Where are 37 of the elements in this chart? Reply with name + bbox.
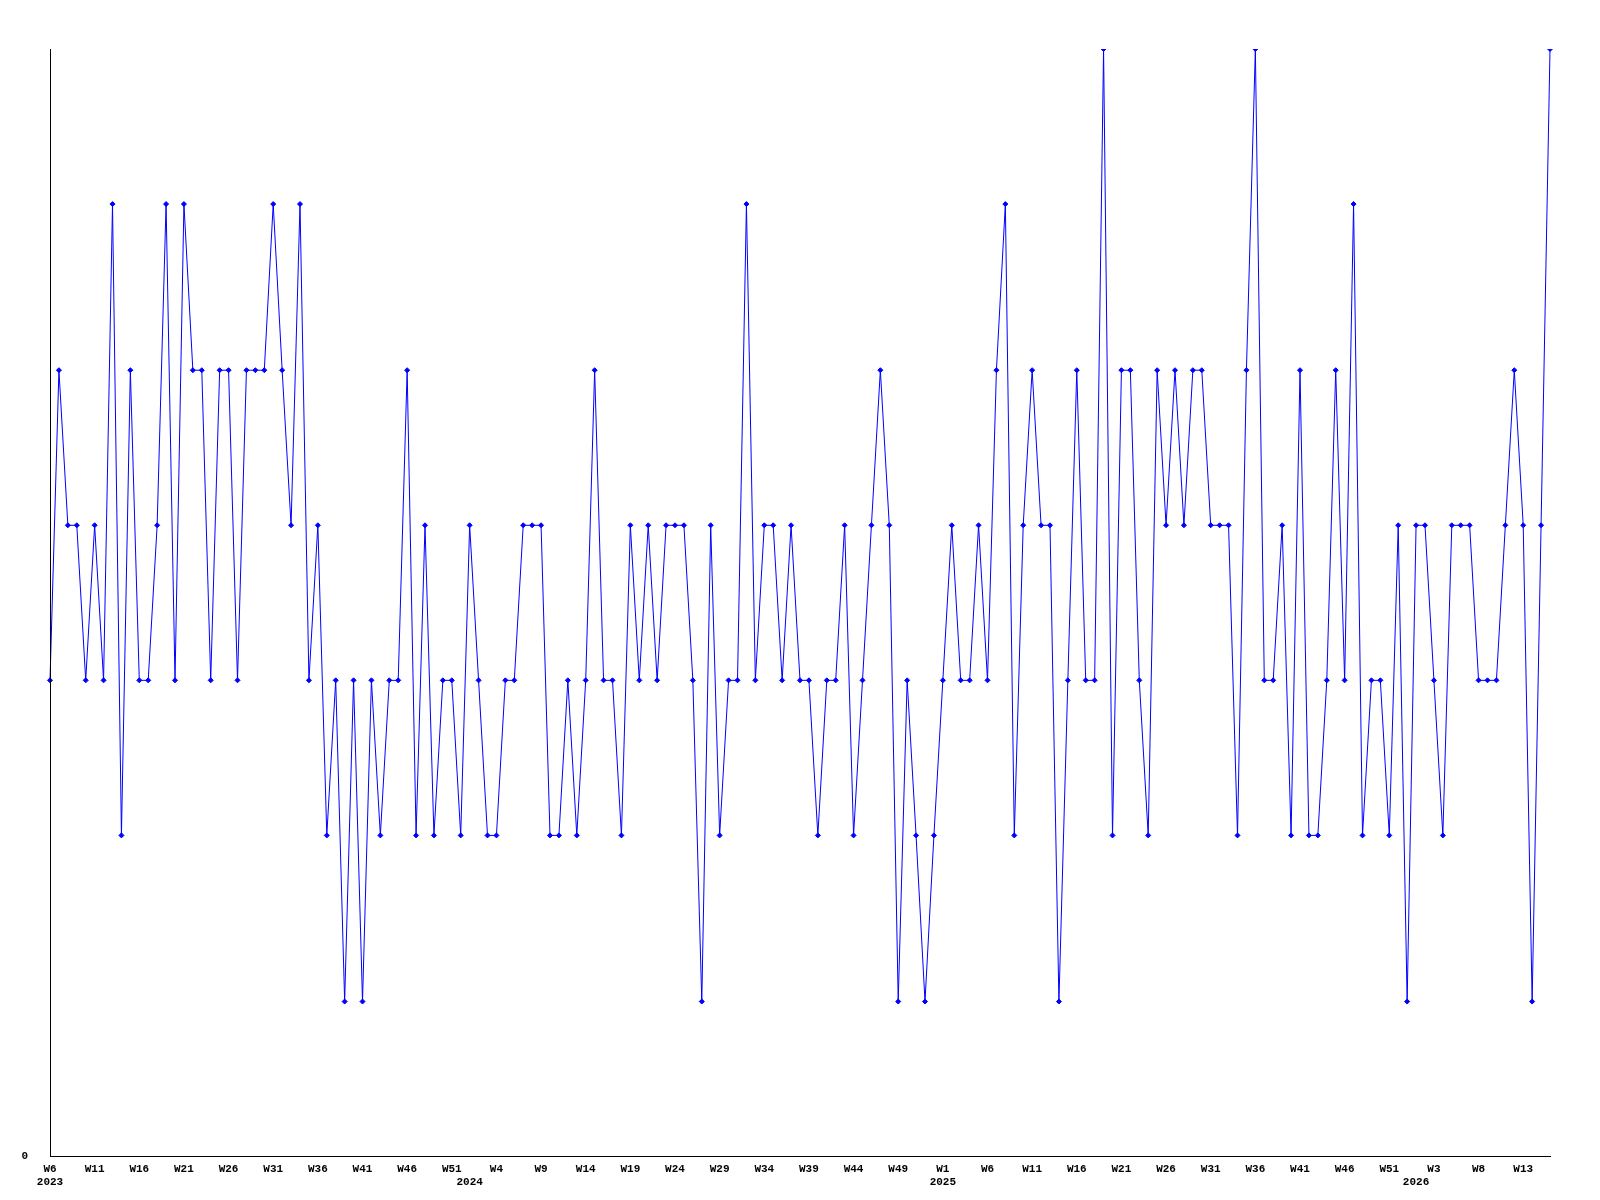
x-tick-label: W46 bbox=[397, 1162, 418, 1175]
x-tick-label: W26 bbox=[1156, 1162, 1176, 1175]
x-tick-label: 2026 bbox=[1402, 1176, 1430, 1189]
x-tick-label: W13 bbox=[1513, 1162, 1534, 1175]
x-tick-label: W14 bbox=[575, 1162, 597, 1175]
x-tick-label: W41 bbox=[352, 1162, 373, 1175]
x-tick-label: W1 2025 bbox=[929, 1162, 957, 1189]
text: 0 bbox=[21, 1150, 28, 1163]
x-tick-label: W16 bbox=[1066, 1162, 1087, 1175]
x-tick-label: W51 bbox=[1379, 1162, 1400, 1175]
x-tick-label: W31 bbox=[1200, 1162, 1222, 1175]
x-tick-label: W11 bbox=[84, 1162, 105, 1175]
x-tick-label: W36 bbox=[307, 1162, 328, 1175]
x-tick-label: W6 bbox=[980, 1162, 995, 1175]
x-tick-label: W36 bbox=[1245, 1162, 1266, 1175]
x-tick-label: W34 bbox=[754, 1162, 775, 1175]
x-tick-label: W24 bbox=[665, 1162, 686, 1175]
x-tick-label: W46 bbox=[1334, 1162, 1355, 1175]
x-tick-label: W39 bbox=[799, 1162, 819, 1175]
x-tick-label: W29 bbox=[709, 1162, 730, 1175]
x-tick-label: W31 bbox=[263, 1162, 284, 1175]
x-tick-label: W3 bbox=[1427, 1162, 1441, 1175]
x-tick-label: W19 bbox=[620, 1162, 641, 1175]
x-tick-label: W41 bbox=[1290, 1162, 1311, 1175]
x-tick-label: W9 bbox=[534, 1162, 548, 1175]
x-tick-label: W44 bbox=[843, 1162, 864, 1175]
x-tick-label: W6 2023 bbox=[36, 1162, 64, 1189]
x-tick-label: W11 bbox=[1022, 1162, 1043, 1175]
x-tick-label: W49 bbox=[888, 1162, 909, 1175]
x-tick-label: W26 bbox=[218, 1162, 239, 1175]
x-tick-label: W51 bbox=[441, 1162, 463, 1175]
x-tick-label: W4 bbox=[489, 1162, 504, 1175]
x-tick-label: W8 bbox=[1471, 1162, 1486, 1175]
x-tick-label: W21 bbox=[1111, 1162, 1132, 1175]
x-tick-label: W16 bbox=[129, 1162, 150, 1175]
x-tick-label: W21 bbox=[174, 1162, 195, 1175]
x-tick-label: 2024 bbox=[456, 1176, 484, 1189]
